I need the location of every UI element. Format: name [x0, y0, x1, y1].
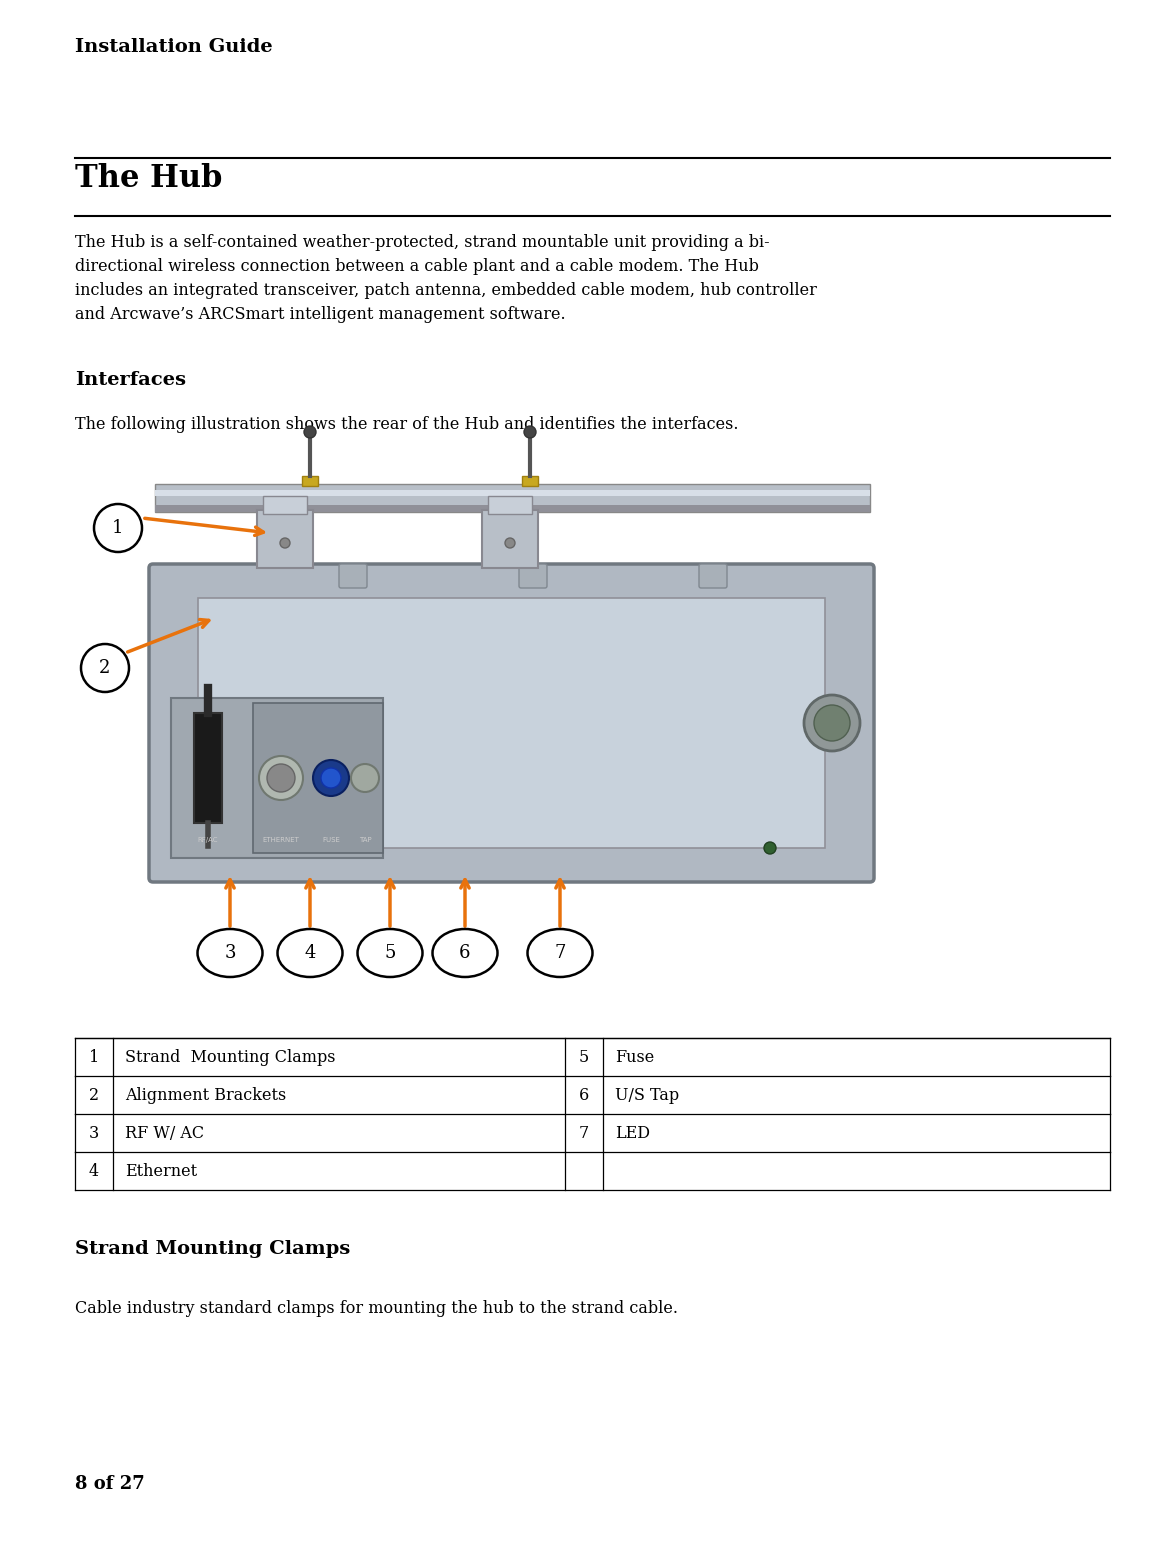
Text: Fuse: Fuse — [615, 1048, 655, 1065]
Text: 4: 4 — [304, 944, 316, 961]
Bar — [253, 703, 384, 853]
Circle shape — [304, 426, 316, 438]
Bar — [155, 491, 870, 495]
Text: Alignment Brackets: Alignment Brackets — [126, 1087, 286, 1104]
Circle shape — [267, 765, 294, 793]
Text: Interfaces: Interfaces — [75, 372, 187, 389]
Ellipse shape — [528, 929, 592, 977]
Bar — [194, 714, 222, 824]
Text: Ethernet: Ethernet — [126, 1163, 197, 1180]
Bar — [482, 509, 538, 568]
FancyBboxPatch shape — [518, 563, 547, 588]
Text: RF/AC: RF/AC — [198, 837, 218, 844]
Text: LED: LED — [615, 1124, 650, 1141]
Text: 1: 1 — [113, 519, 123, 537]
Circle shape — [81, 644, 129, 692]
Bar — [155, 505, 870, 512]
Circle shape — [804, 695, 860, 751]
Text: 2: 2 — [89, 1087, 99, 1104]
Circle shape — [259, 755, 303, 800]
Bar — [198, 598, 825, 848]
Circle shape — [280, 539, 290, 548]
Text: 1: 1 — [89, 1048, 100, 1065]
Text: 6: 6 — [460, 944, 470, 961]
FancyBboxPatch shape — [149, 563, 874, 882]
Circle shape — [321, 768, 341, 788]
Bar — [171, 698, 384, 858]
Bar — [488, 495, 533, 514]
Text: 5: 5 — [385, 944, 395, 961]
Text: 2: 2 — [100, 659, 110, 676]
Ellipse shape — [197, 929, 263, 977]
Text: Cable industry standard clamps for mounting the hub to the strand cable.: Cable industry standard clamps for mount… — [75, 1300, 678, 1317]
Text: 5: 5 — [578, 1048, 589, 1065]
Text: 3: 3 — [224, 944, 236, 961]
FancyBboxPatch shape — [339, 563, 367, 588]
Circle shape — [351, 765, 379, 793]
FancyBboxPatch shape — [699, 563, 727, 588]
Text: FUSE: FUSE — [323, 837, 340, 844]
Text: 7: 7 — [555, 944, 565, 961]
Text: The Hub: The Hub — [75, 163, 223, 194]
Text: TAP: TAP — [359, 837, 372, 844]
Circle shape — [764, 842, 777, 854]
Circle shape — [313, 760, 350, 796]
Text: U/S Tap: U/S Tap — [615, 1087, 679, 1104]
Text: Strand Mounting Clamps: Strand Mounting Clamps — [75, 1240, 351, 1259]
Text: ETHERNET: ETHERNET — [263, 837, 299, 844]
Text: Strand  Mounting Clamps: Strand Mounting Clamps — [126, 1048, 335, 1065]
Text: The Hub is a self-contained weather-protected, strand mountable unit providing a: The Hub is a self-contained weather-prot… — [75, 234, 816, 324]
Text: 8 of 27: 8 of 27 — [75, 1475, 144, 1492]
Circle shape — [506, 539, 515, 548]
Bar — [301, 475, 318, 486]
Bar — [155, 485, 870, 512]
Bar — [522, 475, 538, 486]
Text: Installation Guide: Installation Guide — [75, 39, 272, 56]
Ellipse shape — [433, 929, 497, 977]
Bar — [263, 495, 307, 514]
Text: 6: 6 — [578, 1087, 589, 1104]
Bar — [257, 509, 313, 568]
Ellipse shape — [278, 929, 343, 977]
Circle shape — [814, 704, 850, 741]
Text: RF W/ AC: RF W/ AC — [126, 1124, 204, 1141]
Circle shape — [94, 505, 142, 553]
Text: The following illustration shows the rear of the Hub and identifies the interfac: The following illustration shows the rea… — [75, 416, 739, 433]
Text: 7: 7 — [578, 1124, 589, 1141]
Circle shape — [524, 426, 536, 438]
Text: 4: 4 — [89, 1163, 99, 1180]
Ellipse shape — [358, 929, 422, 977]
Text: 3: 3 — [89, 1124, 100, 1141]
